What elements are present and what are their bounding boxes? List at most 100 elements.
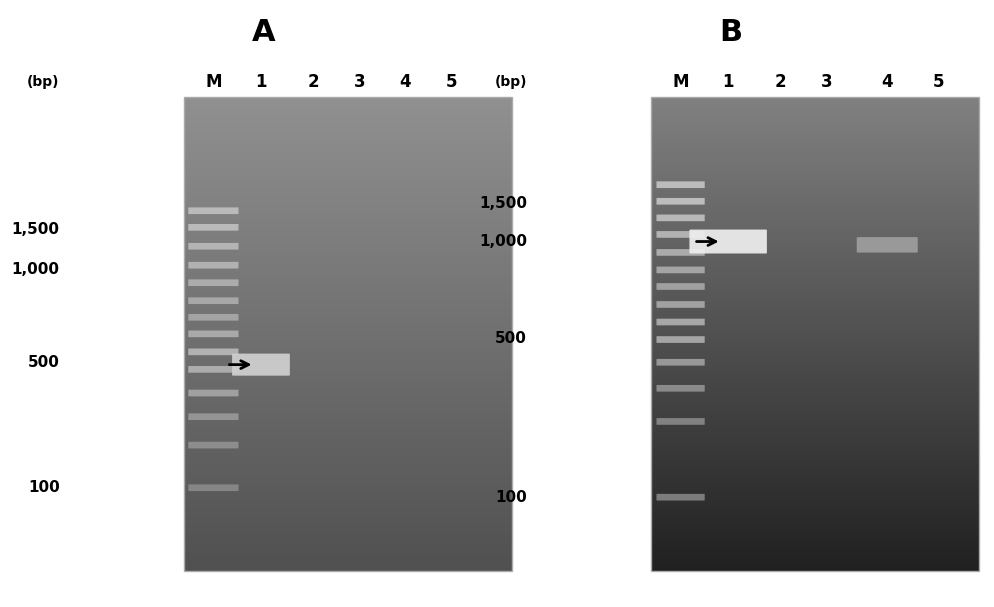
Bar: [651, 396, 979, 399]
Bar: [184, 215, 512, 217]
Bar: [184, 225, 512, 226]
Bar: [184, 231, 512, 233]
Bar: [651, 532, 979, 534]
Bar: [651, 325, 979, 328]
Bar: [651, 320, 979, 323]
Bar: [651, 446, 979, 447]
Bar: [651, 276, 979, 279]
Text: 3: 3: [821, 73, 832, 91]
Bar: [651, 392, 979, 394]
Bar: [651, 125, 979, 127]
Bar: [184, 399, 512, 402]
Bar: [184, 178, 512, 181]
Bar: [651, 232, 979, 234]
FancyBboxPatch shape: [188, 366, 239, 373]
Bar: [184, 210, 512, 212]
Bar: [651, 304, 979, 305]
Bar: [651, 229, 979, 231]
Bar: [184, 458, 512, 460]
Bar: [651, 201, 979, 203]
Bar: [184, 507, 512, 509]
Bar: [651, 313, 979, 315]
Bar: [651, 475, 979, 478]
Bar: [184, 242, 512, 244]
Bar: [651, 552, 979, 555]
Bar: [651, 523, 979, 525]
Bar: [184, 521, 512, 523]
Bar: [184, 414, 512, 416]
Bar: [651, 273, 979, 276]
Bar: [184, 107, 512, 110]
Bar: [651, 354, 979, 356]
Bar: [651, 256, 979, 258]
Bar: [184, 355, 512, 358]
Bar: [651, 283, 979, 285]
Bar: [651, 123, 979, 126]
Bar: [184, 425, 512, 427]
Text: 2: 2: [308, 73, 319, 91]
Bar: [651, 183, 979, 186]
Bar: [184, 398, 512, 400]
Bar: [651, 444, 979, 446]
Bar: [184, 365, 512, 367]
Bar: [651, 322, 979, 324]
Bar: [184, 146, 512, 148]
Bar: [184, 152, 512, 154]
Bar: [651, 158, 979, 160]
Bar: [184, 540, 512, 542]
Text: 2: 2: [775, 73, 786, 91]
Bar: [184, 402, 512, 405]
Bar: [651, 114, 979, 116]
Bar: [184, 300, 512, 302]
Bar: [651, 529, 979, 531]
Bar: [184, 349, 512, 351]
Bar: [184, 439, 512, 441]
Bar: [651, 339, 979, 342]
Bar: [651, 464, 979, 466]
Bar: [184, 217, 512, 219]
Bar: [184, 264, 512, 266]
Bar: [184, 134, 512, 137]
Bar: [651, 450, 979, 452]
Bar: [184, 197, 512, 200]
Bar: [184, 554, 512, 557]
Bar: [184, 220, 512, 222]
Bar: [651, 367, 979, 368]
Bar: [184, 262, 512, 265]
Bar: [184, 534, 512, 536]
Bar: [184, 246, 512, 249]
Bar: [651, 431, 979, 433]
Bar: [651, 254, 979, 257]
Bar: [184, 232, 512, 234]
Bar: [184, 497, 512, 500]
Bar: [651, 299, 979, 300]
Bar: [651, 249, 979, 252]
Bar: [651, 344, 979, 347]
Text: 100: 100: [495, 490, 527, 504]
Bar: [184, 292, 512, 294]
Bar: [184, 344, 512, 347]
Bar: [651, 231, 979, 233]
Bar: [184, 276, 512, 279]
Bar: [651, 442, 979, 444]
Bar: [184, 245, 512, 247]
Bar: [184, 278, 512, 280]
Bar: [184, 226, 512, 228]
Bar: [184, 453, 512, 455]
Bar: [184, 147, 512, 149]
Bar: [184, 313, 512, 315]
Bar: [184, 531, 512, 533]
Bar: [651, 524, 979, 526]
Bar: [651, 483, 979, 486]
Bar: [184, 221, 512, 223]
FancyBboxPatch shape: [188, 208, 239, 214]
Bar: [184, 319, 512, 321]
Bar: [184, 204, 512, 206]
Bar: [651, 205, 979, 208]
Bar: [651, 378, 979, 379]
Bar: [184, 426, 512, 429]
Bar: [651, 157, 979, 158]
Bar: [651, 188, 979, 190]
FancyBboxPatch shape: [188, 442, 239, 449]
Bar: [184, 185, 512, 187]
